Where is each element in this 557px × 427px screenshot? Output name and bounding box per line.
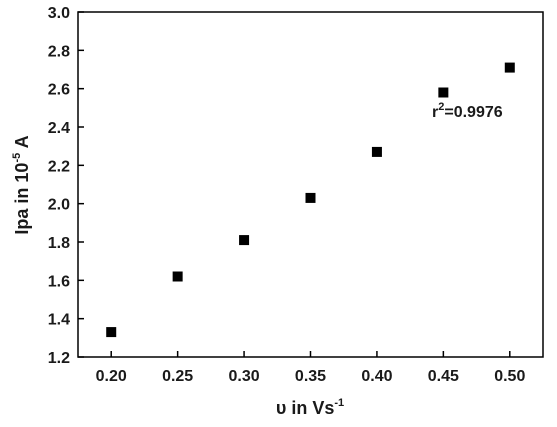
y-tick-label: 2.4 xyxy=(48,120,70,137)
y-axis-ticks: 1.2 1.4 1.6 1.8 2.0 2.2 2.4 2.6 2.8 3.0 xyxy=(48,5,84,367)
x-tick-label: 0.50 xyxy=(494,368,525,385)
annotation-r-squared: r2=0.9976 xyxy=(432,101,503,121)
y-tick-label: 2.6 xyxy=(48,82,70,99)
y-axis-title: Ipa in 10-5 A xyxy=(11,135,32,234)
x-tick-label: 0.45 xyxy=(428,368,459,385)
y-tick-label: 1.2 xyxy=(48,350,70,367)
x-tick-label: 0.30 xyxy=(229,368,260,385)
y-tick-label: 3.0 xyxy=(48,5,70,22)
y-tick-label: 2.0 xyxy=(48,197,70,214)
data-point xyxy=(239,235,250,246)
y-tick-label: 1.6 xyxy=(48,273,70,290)
x-tick-label: 0.40 xyxy=(361,368,392,385)
data-point xyxy=(504,62,515,73)
plot-frame xyxy=(77,11,544,358)
x-tick-label: 0.20 xyxy=(96,368,127,385)
y-tick-label: 2.8 xyxy=(48,43,70,60)
x-tick-label: 0.25 xyxy=(162,368,193,385)
x-axis-title-superscript: -1 xyxy=(334,397,344,409)
x-axis-title-base: υ in Vs xyxy=(276,398,335,418)
y-tick-label: 1.8 xyxy=(48,235,70,252)
y-axis-title-superscript: -5 xyxy=(11,153,23,163)
annotation-value: =0.9976 xyxy=(444,104,502,121)
y-tick-label: 2.2 xyxy=(48,158,70,175)
data-point xyxy=(106,327,117,338)
y-tick-label: 1.4 xyxy=(48,312,70,329)
data-points xyxy=(106,62,515,338)
x-axis-title: υ in Vs-1 xyxy=(276,397,344,418)
y-axis-title-tail: A xyxy=(12,135,32,152)
annotation-superscript: 2 xyxy=(438,101,444,113)
x-tick-label: 0.35 xyxy=(295,368,326,385)
x-axis-ticks: 0.20 0.25 0.30 0.35 0.40 0.45 0.50 xyxy=(96,351,525,385)
data-point xyxy=(438,87,449,98)
data-point xyxy=(371,146,382,157)
data-point xyxy=(172,271,183,282)
y-axis-title-base: Ipa in 10 xyxy=(12,163,32,235)
annotation-prefix: r xyxy=(432,104,438,121)
data-point xyxy=(305,192,316,203)
